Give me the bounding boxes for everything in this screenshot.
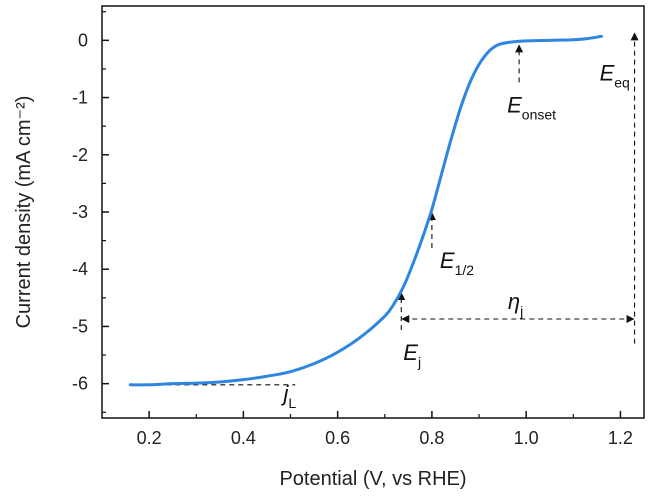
label-j-l-subscript: L xyxy=(288,395,296,411)
label-e-half-subscript: 1/2 xyxy=(455,262,475,278)
y-axis-title: Current density (mA cm⁻²) xyxy=(13,96,35,329)
y-tick-label: -1 xyxy=(72,88,88,108)
label-e-onset-main: E xyxy=(507,92,522,117)
x-tick-label: 1.2 xyxy=(608,428,633,448)
label-e-half-main: E xyxy=(440,248,455,273)
y-tick-label: -5 xyxy=(72,316,88,336)
x-axis-title: Potential (V, vs RHE) xyxy=(279,468,466,490)
label-e-half: E1/2 xyxy=(440,248,474,278)
annotation-guides xyxy=(130,32,639,386)
label-e-eq-main: E xyxy=(600,60,615,85)
label-j-l: jL xyxy=(280,381,296,411)
y-axis-ticks: 0 -1 -2 -3 -4 -5 -6 xyxy=(72,11,109,413)
x-tick-label: 1.0 xyxy=(514,428,539,448)
y-tick-label: 0 xyxy=(78,30,88,50)
label-eta-j-main: η xyxy=(508,289,520,314)
plot-frame xyxy=(101,5,645,419)
x-tick-label: 0.2 xyxy=(137,428,162,448)
x-tick-label: 0.8 xyxy=(419,428,444,448)
y-tick-label: -2 xyxy=(72,145,88,165)
x-tick-label: 0.6 xyxy=(325,428,350,448)
label-j-l-main: j xyxy=(280,381,289,406)
x-tick-label: 0.4 xyxy=(231,428,256,448)
label-eta-j-subscript: j xyxy=(519,303,523,319)
label-e-onset-subscript: onset xyxy=(522,106,556,122)
label-e-j: Ej xyxy=(403,340,421,370)
label-e-onset: Eonset xyxy=(507,92,556,122)
label-eta-j: ηj xyxy=(508,289,523,319)
label-e-j-main: E xyxy=(403,340,418,365)
label-e-eq-subscript: eq xyxy=(614,74,630,90)
y-tick-label: -4 xyxy=(72,259,88,279)
x-axis-ticks: 0.2 0.4 0.6 0.8 1.0 1.2 xyxy=(137,411,633,448)
series-line xyxy=(128,34,604,387)
y-tick-label: -3 xyxy=(72,202,88,222)
y-tick-label: -6 xyxy=(72,374,88,394)
label-e-eq: Eeq xyxy=(600,60,630,90)
series-layer xyxy=(128,34,604,387)
label-e-j-subscript: j xyxy=(417,354,421,370)
